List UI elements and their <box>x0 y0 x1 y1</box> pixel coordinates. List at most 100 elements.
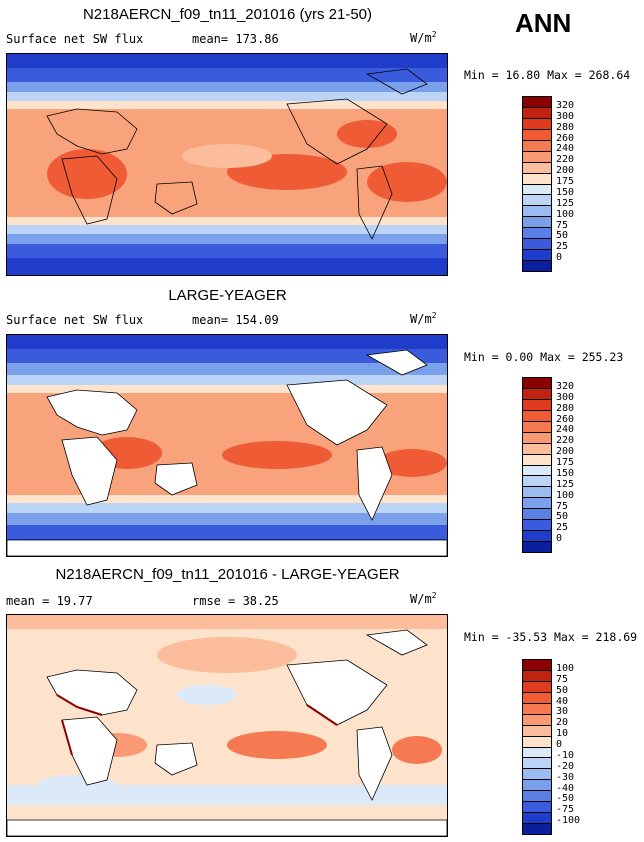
colorbar-swatch <box>523 487 551 499</box>
colorbar-label: 10 <box>556 728 569 740</box>
map-plot <box>6 53 448 276</box>
colorbar-label: 300 <box>556 391 575 403</box>
colorbar-label: 175 <box>556 457 575 468</box>
colorbar-label: -30 <box>556 771 575 783</box>
colorbar-swatch <box>523 129 551 141</box>
colorbar-label: 100 <box>556 662 575 674</box>
panel-title: N218AERCN_f09_tn11_201016 (yrs 21-50) <box>82 6 373 23</box>
colorbar-label: -10 <box>556 749 575 761</box>
colorbar-labels: 320 300 280 260 240 220 200 175 150 125 … <box>556 377 596 551</box>
variable-label: Surface net SW flux <box>6 313 144 327</box>
colorbar-swatch <box>523 162 551 174</box>
colorbar-label: -40 <box>556 782 575 794</box>
colorbar-label: 0 <box>556 252 563 264</box>
colorbar-swatch <box>523 802 551 814</box>
colorbar-swatch <box>523 681 551 693</box>
colorbar-swatch <box>523 509 551 521</box>
colorbar-label: 50 <box>556 511 569 523</box>
colorbar-label: 20 <box>556 717 569 729</box>
colorbar-label: 280 <box>556 121 575 133</box>
colorbar-swatch <box>523 465 551 477</box>
colorbar-swatch <box>523 184 551 196</box>
colorbar-swatch <box>523 195 551 207</box>
colorbar-swatch <box>523 151 551 163</box>
colorbar-swatch <box>523 261 551 271</box>
colorbar-label: -50 <box>556 793 575 805</box>
min-max-label: Min = 16.80 Max = 268.64 <box>464 68 631 82</box>
colorbar-swatch <box>523 97 551 108</box>
colorbar-label: 125 <box>556 478 575 490</box>
colorbar-label: -100 <box>556 815 581 827</box>
min-max-label: Min = -35.53 Max = 218.69 <box>464 630 638 644</box>
colorbar-label: 100 <box>556 489 575 501</box>
colorbar-swatch <box>523 736 551 748</box>
colorbar-swatch <box>523 421 551 433</box>
colorbar-swatch <box>523 140 551 152</box>
mean-label: mean = 19.77 <box>6 594 93 608</box>
colorbar-swatch <box>523 378 551 389</box>
colorbar-swatch <box>523 531 551 543</box>
colorbar-label: 260 <box>556 132 575 144</box>
rmse-label: rmse = 38.25 <box>192 594 279 608</box>
colorbar-swatch <box>523 791 551 803</box>
mean-label: mean= 154.09 <box>192 313 279 327</box>
colorbar-swatch <box>523 388 551 400</box>
colorbar-swatch <box>523 432 551 444</box>
panel-title: N218AERCN_f09_tn11_201016 - LARGE-YEAGER <box>55 566 400 583</box>
colorbar-swatch <box>523 769 551 781</box>
colorbar-swatch <box>523 399 551 411</box>
colorbar-swatch <box>523 250 551 262</box>
map-plot <box>6 334 448 557</box>
colorbar <box>522 377 552 553</box>
colorbar-label: 25 <box>556 522 569 534</box>
colorbar-label: 125 <box>556 197 575 209</box>
map-field <box>7 335 447 556</box>
colorbar-label: 50 <box>556 684 569 696</box>
colorbar-labels: 320 300 280 260 240 220 200 175 150 125 … <box>556 96 596 270</box>
colorbar-label: 175 <box>556 176 575 187</box>
mean-label: mean= 173.86 <box>192 32 279 46</box>
colorbar-swatch <box>523 660 551 671</box>
colorbar-label: 320 <box>556 99 575 111</box>
colorbar-label: -20 <box>556 760 575 772</box>
colorbar-label: 200 <box>556 446 575 458</box>
colorbar-label: 30 <box>556 706 569 718</box>
colorbar-label: 280 <box>556 402 575 414</box>
units-label: W/m2 <box>410 591 437 606</box>
colorbar <box>522 659 552 835</box>
colorbar-swatch <box>523 228 551 240</box>
colorbar-swatch <box>523 443 551 455</box>
colorbar-swatch <box>523 670 551 682</box>
season-label: ANN <box>515 8 572 38</box>
colorbar-label: 100 <box>556 208 575 220</box>
colorbar-label: 50 <box>556 230 569 242</box>
colorbar-label: 300 <box>556 110 575 122</box>
colorbar <box>522 96 552 272</box>
units-label: W/m2 <box>410 311 437 326</box>
map-field <box>7 54 447 275</box>
colorbar-label: 220 <box>556 154 575 166</box>
map-field <box>7 615 447 836</box>
colorbar-label: 260 <box>556 413 575 425</box>
colorbar-label: 40 <box>556 695 569 707</box>
colorbar-label: 320 <box>556 380 575 392</box>
colorbar-label: 200 <box>556 165 575 177</box>
colorbar-swatch <box>523 824 551 834</box>
colorbar-label: 150 <box>556 186 575 198</box>
colorbar-swatch <box>523 747 551 759</box>
colorbar-swatch <box>523 758 551 770</box>
colorbar-swatch <box>523 780 551 792</box>
colorbar-swatch <box>523 703 551 715</box>
colorbar-label: 25 <box>556 241 569 253</box>
colorbar-swatch <box>523 476 551 488</box>
colorbar-label: -75 <box>556 804 575 816</box>
colorbar-swatch <box>523 813 551 825</box>
colorbar-swatch <box>523 692 551 704</box>
colorbar-swatch <box>523 725 551 737</box>
colorbar-swatch <box>523 217 551 229</box>
colorbar-swatch <box>523 239 551 251</box>
colorbar-label: 75 <box>556 500 569 512</box>
panel-title: LARGE-YEAGER <box>168 287 287 304</box>
colorbar-label: 75 <box>556 219 569 231</box>
colorbar-label: 240 <box>556 424 575 436</box>
